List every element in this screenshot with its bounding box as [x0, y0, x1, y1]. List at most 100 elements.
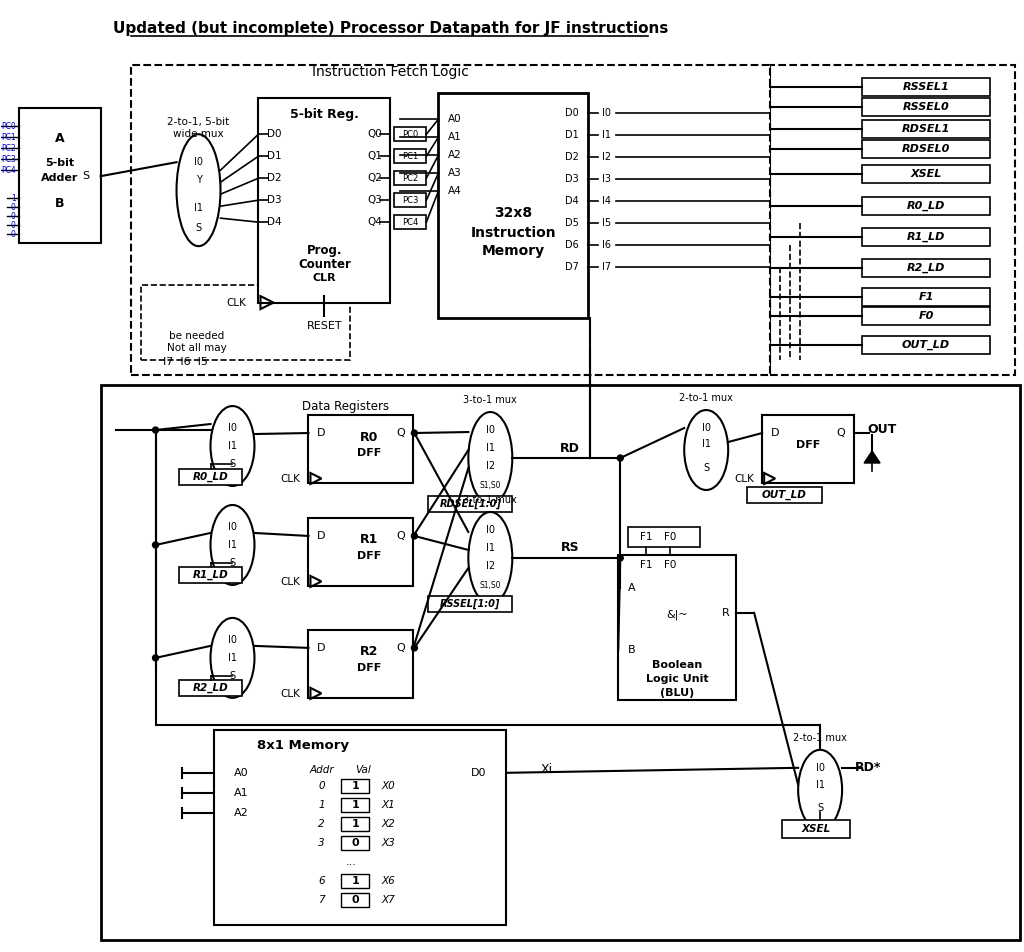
Circle shape: [617, 555, 624, 561]
Bar: [178, 469, 243, 485]
Text: OUT: OUT: [867, 423, 897, 435]
Text: PC4: PC4: [402, 218, 419, 227]
Text: 5-bit Reg.: 5-bit Reg.: [290, 108, 358, 121]
Text: I0: I0: [228, 635, 237, 645]
Text: PC1: PC1: [1, 132, 15, 142]
Text: I1: I1: [194, 203, 203, 213]
Text: RDSEL0: RDSEL0: [902, 144, 950, 154]
Bar: [762, 415, 854, 483]
Ellipse shape: [211, 505, 255, 585]
Text: wide mux: wide mux: [173, 129, 224, 139]
Bar: [214, 730, 506, 924]
Ellipse shape: [176, 134, 220, 247]
Text: D2: D2: [565, 152, 580, 162]
Text: 2-to-1 mux: 2-to-1 mux: [679, 393, 733, 403]
Text: be needed: be needed: [169, 331, 224, 341]
Text: Y: Y: [196, 175, 202, 186]
Text: Memory: Memory: [481, 244, 545, 258]
Text: I1: I1: [816, 780, 824, 790]
Text: CLK: CLK: [281, 577, 300, 587]
Bar: [438, 93, 588, 318]
Bar: [862, 98, 990, 116]
Text: A2: A2: [447, 150, 461, 160]
Text: 0: 0: [11, 203, 15, 211]
Text: D: D: [317, 643, 326, 653]
Text: I1: I1: [228, 540, 237, 550]
Text: PC2: PC2: [1, 144, 15, 152]
Bar: [862, 78, 990, 96]
Text: I0: I0: [194, 157, 203, 168]
Text: I2: I2: [485, 461, 495, 471]
Bar: [18, 109, 100, 243]
Bar: [748, 487, 822, 503]
Text: Instruction Fetch Logic: Instruction Fetch Logic: [312, 66, 469, 79]
Text: Boolean: Boolean: [652, 660, 702, 670]
Text: XSEL: XSEL: [802, 823, 830, 834]
Text: F0: F0: [664, 560, 677, 570]
Text: I1: I1: [228, 441, 237, 451]
Text: D6: D6: [565, 240, 580, 250]
Text: R2_LD: R2_LD: [907, 263, 945, 273]
Text: Addr: Addr: [309, 764, 334, 775]
Bar: [308, 630, 414, 698]
Text: I7  I6  I5: I7 I6 I5: [163, 357, 208, 367]
Text: 1: 1: [11, 193, 15, 203]
Text: 0: 0: [318, 781, 325, 791]
Text: RD: RD: [560, 442, 581, 454]
Text: 0: 0: [11, 221, 15, 229]
Text: R2: R2: [359, 645, 378, 659]
Text: Xi: Xi: [541, 764, 552, 776]
Text: I0: I0: [485, 525, 495, 535]
Text: F1: F1: [640, 532, 652, 542]
Text: I1: I1: [228, 653, 237, 663]
Text: X0: X0: [381, 781, 395, 791]
Bar: [394, 215, 426, 229]
Text: RD*: RD*: [855, 762, 882, 774]
Text: X2: X2: [381, 819, 395, 829]
Text: 32x8: 32x8: [495, 207, 532, 220]
Text: R1_LD: R1_LD: [193, 570, 228, 580]
Text: A1: A1: [234, 788, 249, 798]
Bar: [862, 120, 990, 138]
Circle shape: [412, 645, 418, 651]
Text: I0: I0: [228, 522, 237, 532]
Text: F1: F1: [919, 292, 934, 302]
Bar: [770, 66, 1015, 375]
Text: RSSEL[1:0]: RSSEL[1:0]: [440, 599, 501, 609]
Text: S: S: [703, 463, 710, 473]
Text: 1: 1: [318, 800, 325, 810]
Bar: [341, 836, 370, 850]
Text: PC0: PC0: [1, 122, 15, 130]
Circle shape: [412, 533, 418, 539]
Bar: [782, 820, 850, 838]
Text: D4: D4: [565, 196, 580, 207]
Bar: [178, 567, 243, 583]
Bar: [618, 555, 736, 700]
Text: CLK: CLK: [281, 474, 300, 484]
Text: OUT_LD: OUT_LD: [762, 490, 807, 500]
Bar: [341, 893, 370, 906]
Text: S: S: [229, 459, 236, 469]
Text: 1: 1: [351, 819, 359, 829]
Text: D1: D1: [565, 130, 580, 140]
Text: PC4: PC4: [1, 166, 15, 174]
Text: Adder: Adder: [41, 173, 78, 183]
Text: RDSEL1: RDSEL1: [902, 124, 950, 134]
Circle shape: [412, 430, 418, 436]
Text: R0_LD: R0_LD: [907, 201, 945, 211]
Text: 5-bit: 5-bit: [45, 158, 74, 169]
Text: A: A: [55, 131, 65, 145]
Text: &|~: &|~: [667, 609, 688, 620]
Text: A2: A2: [234, 808, 249, 818]
Text: D4: D4: [267, 217, 282, 228]
Text: Prog.: Prog.: [306, 244, 342, 257]
Text: F0: F0: [919, 311, 934, 321]
Text: RSSEL0: RSSEL0: [903, 102, 949, 112]
Text: Q0: Q0: [367, 129, 382, 139]
Text: I2: I2: [602, 152, 611, 162]
Text: RSSEL1: RSSEL1: [903, 82, 949, 92]
Text: Instruction: Instruction: [470, 227, 556, 240]
Text: I0: I0: [602, 109, 610, 118]
Text: R0: R0: [359, 430, 378, 444]
Text: D: D: [317, 531, 326, 541]
